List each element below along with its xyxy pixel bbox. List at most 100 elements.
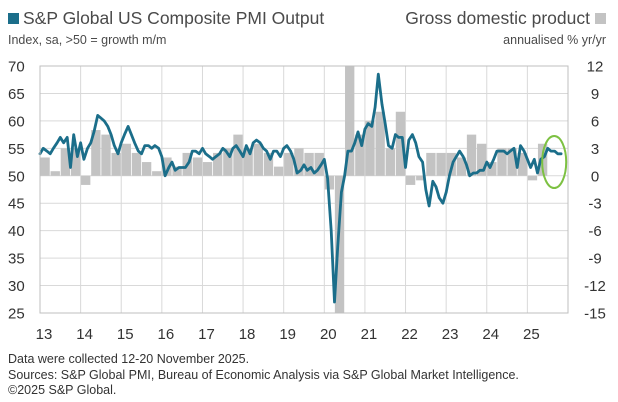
gdp-bar [314, 152, 324, 176]
x-tick-label: 25 [523, 326, 540, 343]
x-tick-label: 23 [442, 326, 459, 343]
left-tick-label: 55 [8, 141, 25, 158]
legend-pmi-swatch [8, 13, 19, 24]
gdp-bar [202, 162, 213, 176]
gdp-bar [487, 162, 497, 176]
gdp-bar [50, 171, 60, 176]
legend-gdp-swatch [595, 13, 606, 24]
footer: Data were collected 12-20 November 2025.… [8, 352, 519, 399]
gdp-bar [273, 166, 284, 176]
gdp-bar [81, 175, 91, 185]
gdp-bar [304, 152, 314, 176]
pmi-line [38, 72, 563, 304]
gdp-bar [121, 143, 131, 176]
legend-pmi-label: S&P Global US Composite PMI Output [23, 8, 325, 28]
gdp-bar [192, 157, 203, 176]
gdp-bar [345, 66, 355, 176]
footer-copyright: ©2025 S&P Global. [8, 383, 117, 397]
annotations [541, 135, 568, 190]
right-tick-label: 3 [591, 141, 599, 158]
gdp-bar [416, 175, 426, 181]
right-tick-label: -15 [584, 306, 606, 323]
right-tick-label: -3 [588, 196, 601, 213]
x-tick-label: 24 [482, 326, 499, 343]
footer-sources: Sources: S&P Global PMI, Bureau of Econo… [8, 367, 519, 382]
gdp-bar [152, 171, 162, 176]
gdp-bar [395, 111, 406, 176]
gdp-bar [233, 134, 243, 176]
legend-pmi: S&P Global US Composite PMI Output [8, 8, 324, 28]
left-tick-label: 65 [8, 86, 25, 103]
left-tick-label: 30 [8, 278, 25, 295]
x-tick-label: 19 [279, 326, 296, 343]
gdp-bar [456, 157, 467, 176]
x-tick-label: 18 [239, 326, 256, 343]
x-tick-label: 14 [76, 326, 93, 343]
gdp-bar [131, 152, 142, 176]
gdp-bars [40, 66, 548, 313]
gdp-bar [466, 134, 477, 176]
left-tick-label: 70 [8, 59, 25, 76]
left-tick-label: 50 [8, 168, 25, 185]
axes: 70656055504540353025129630-3-6-9-12-1513… [8, 59, 606, 344]
gdp-bar [527, 175, 538, 181]
left-tick-label: 60 [8, 113, 25, 130]
gdp-bar [365, 120, 375, 176]
gdp-bar [111, 152, 121, 176]
plot-border [39, 65, 569, 314]
right-tick-label: -6 [588, 223, 601, 240]
grid [39, 65, 568, 314]
gdp-bar [70, 148, 81, 176]
right-tick-label: -9 [588, 251, 601, 268]
footer-collection-note: Data were collected 12-20 November 2025. [8, 352, 250, 366]
gdp-bar [517, 152, 527, 176]
gdp-bar [334, 175, 345, 313]
gdp-bar [223, 148, 233, 176]
gdp-bar [324, 175, 335, 190]
right-tick-label: 9 [591, 86, 599, 103]
gdp-bar [497, 148, 507, 176]
right-tick-label: -12 [584, 278, 606, 295]
gdp-bar [477, 143, 487, 176]
legend-gdp-label: Gross domestic product [405, 8, 590, 28]
gdp-bar [172, 166, 182, 176]
left-tick-label: 40 [8, 223, 25, 240]
gdp-bar [91, 130, 101, 176]
x-tick-label: 15 [117, 326, 134, 343]
gdp-bar [213, 152, 223, 176]
gdp-bar [405, 175, 416, 185]
gdp-bar [355, 134, 365, 176]
gdp-bar [507, 148, 517, 176]
gdp-bar [375, 111, 385, 176]
legend-gdp: Gross domestic product [405, 8, 606, 28]
gdp-bar [40, 157, 50, 176]
x-tick-label: 21 [361, 326, 378, 343]
gdp-bar [426, 152, 436, 176]
gdp-bar [284, 152, 294, 176]
left-tick-label: 45 [8, 196, 25, 213]
gdp-bar [141, 162, 152, 176]
x-tick-label: 17 [198, 326, 215, 343]
x-tick-label: 20 [320, 326, 337, 343]
gdp-bar [60, 148, 71, 176]
gdp-bar [436, 152, 446, 176]
left-axis-unit: Index, sa, >50 = growth m/m [8, 33, 167, 47]
gdp-bar [385, 148, 395, 176]
x-tick-label: 22 [401, 326, 418, 343]
pmi-line-layer [38, 72, 563, 304]
right-tick-label: 6 [591, 113, 599, 130]
left-tick-label: 25 [8, 306, 25, 323]
right-tick-label: 0 [591, 168, 599, 185]
x-tick-label: 16 [158, 326, 175, 343]
right-axis-unit: annualised % yr/yr [503, 33, 606, 47]
gdp-bar [253, 143, 263, 176]
gdp-bar [162, 157, 172, 176]
gdp-bar [294, 148, 304, 176]
gdp-bar [263, 152, 274, 176]
gdp-bar [243, 148, 253, 176]
left-tick-label: 35 [8, 251, 25, 268]
right-tick-label: 12 [587, 59, 604, 76]
x-tick-label: 13 [36, 326, 53, 343]
gdp-bar [101, 134, 111, 176]
